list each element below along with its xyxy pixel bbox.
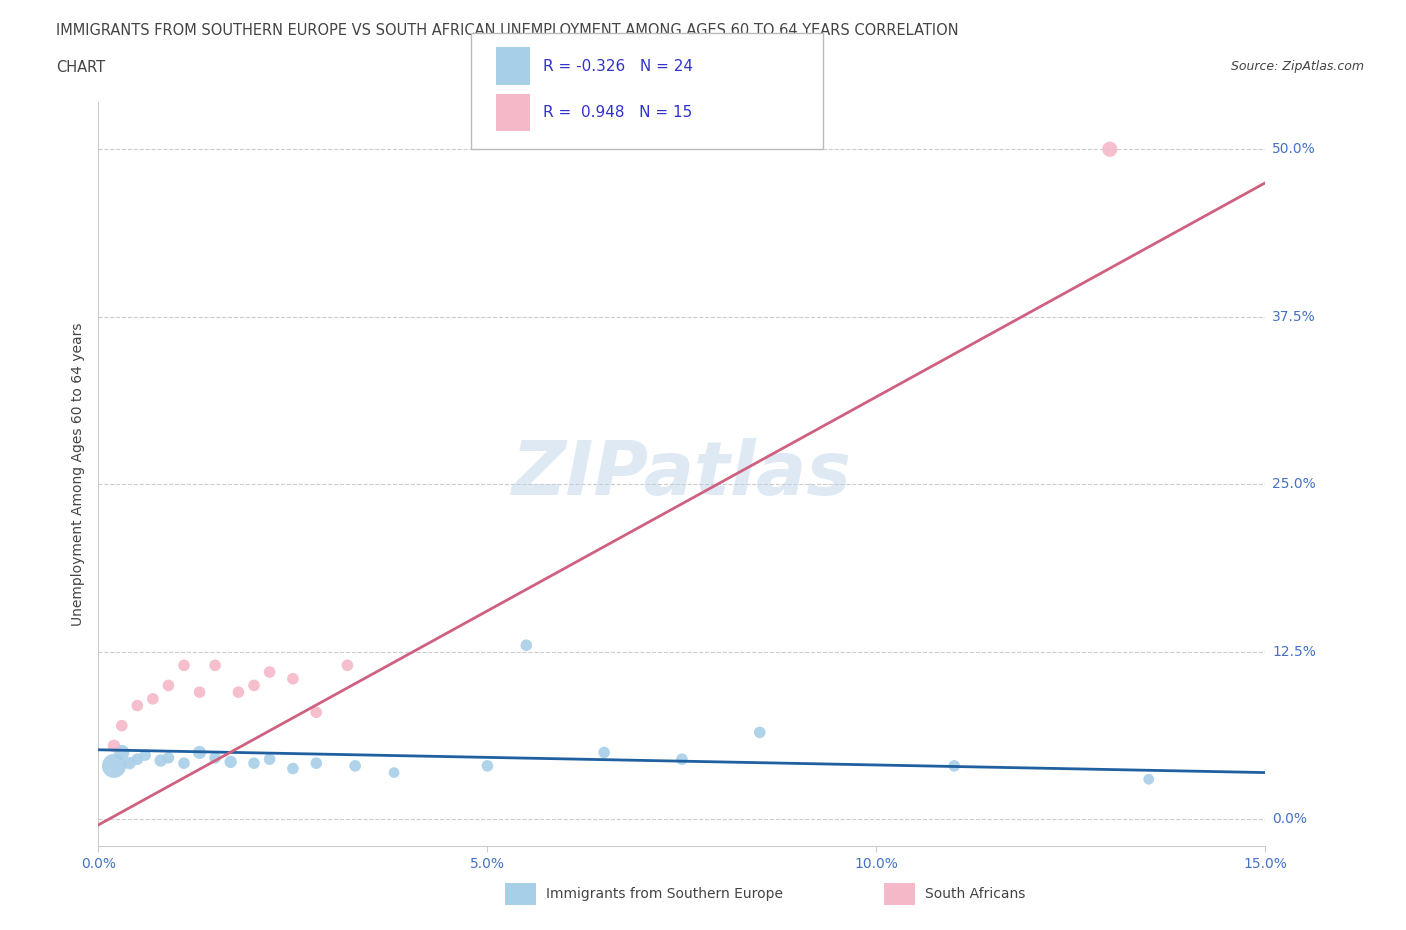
Point bbox=[149, 753, 172, 768]
Text: R = -0.326   N = 24: R = -0.326 N = 24 bbox=[543, 59, 693, 73]
Point bbox=[111, 745, 134, 760]
Point bbox=[134, 748, 156, 763]
Point bbox=[305, 756, 328, 771]
Point bbox=[157, 678, 180, 693]
Point bbox=[204, 751, 226, 765]
Point bbox=[515, 638, 537, 653]
Point bbox=[943, 759, 966, 774]
Point bbox=[204, 658, 226, 672]
Point bbox=[243, 756, 266, 771]
Point bbox=[173, 658, 195, 672]
Point bbox=[336, 658, 359, 672]
Text: 37.5%: 37.5% bbox=[1272, 310, 1316, 324]
Point bbox=[142, 691, 165, 706]
Point bbox=[382, 765, 405, 780]
Point bbox=[259, 751, 281, 766]
Point bbox=[477, 759, 499, 774]
Point bbox=[305, 705, 328, 720]
Y-axis label: Unemployment Among Ages 60 to 64 years: Unemployment Among Ages 60 to 64 years bbox=[72, 323, 86, 626]
Text: ZIPatlas: ZIPatlas bbox=[512, 438, 852, 511]
Text: IMMIGRANTS FROM SOUTHERN EUROPE VS SOUTH AFRICAN UNEMPLOYMENT AMONG AGES 60 TO 6: IMMIGRANTS FROM SOUTHERN EUROPE VS SOUTH… bbox=[56, 23, 959, 38]
Text: 12.5%: 12.5% bbox=[1272, 644, 1316, 659]
Text: South Africans: South Africans bbox=[925, 886, 1025, 901]
Point bbox=[1137, 772, 1160, 787]
Point bbox=[344, 759, 367, 774]
Point bbox=[127, 751, 149, 766]
Point bbox=[111, 718, 134, 733]
Text: CHART: CHART bbox=[56, 60, 105, 75]
Point bbox=[1098, 141, 1121, 156]
Text: 50.0%: 50.0% bbox=[1272, 142, 1316, 156]
Point bbox=[281, 761, 304, 776]
Text: 25.0%: 25.0% bbox=[1272, 477, 1316, 491]
Point bbox=[173, 756, 195, 771]
Point bbox=[593, 745, 616, 760]
Point bbox=[219, 754, 242, 769]
Point bbox=[671, 751, 693, 766]
Point bbox=[281, 671, 304, 686]
Point bbox=[103, 759, 125, 774]
Point bbox=[243, 678, 266, 693]
Point bbox=[127, 698, 149, 713]
Text: 0.0%: 0.0% bbox=[1272, 813, 1308, 827]
Point bbox=[188, 684, 211, 699]
Point bbox=[118, 756, 141, 771]
Point bbox=[188, 745, 211, 760]
Point bbox=[259, 665, 281, 680]
Text: Source: ZipAtlas.com: Source: ZipAtlas.com bbox=[1230, 60, 1364, 73]
Text: R =  0.948   N = 15: R = 0.948 N = 15 bbox=[543, 105, 692, 120]
Point bbox=[228, 684, 250, 699]
Point bbox=[157, 751, 180, 765]
Point bbox=[748, 724, 770, 739]
Text: Immigrants from Southern Europe: Immigrants from Southern Europe bbox=[546, 886, 783, 901]
Point bbox=[103, 738, 125, 753]
